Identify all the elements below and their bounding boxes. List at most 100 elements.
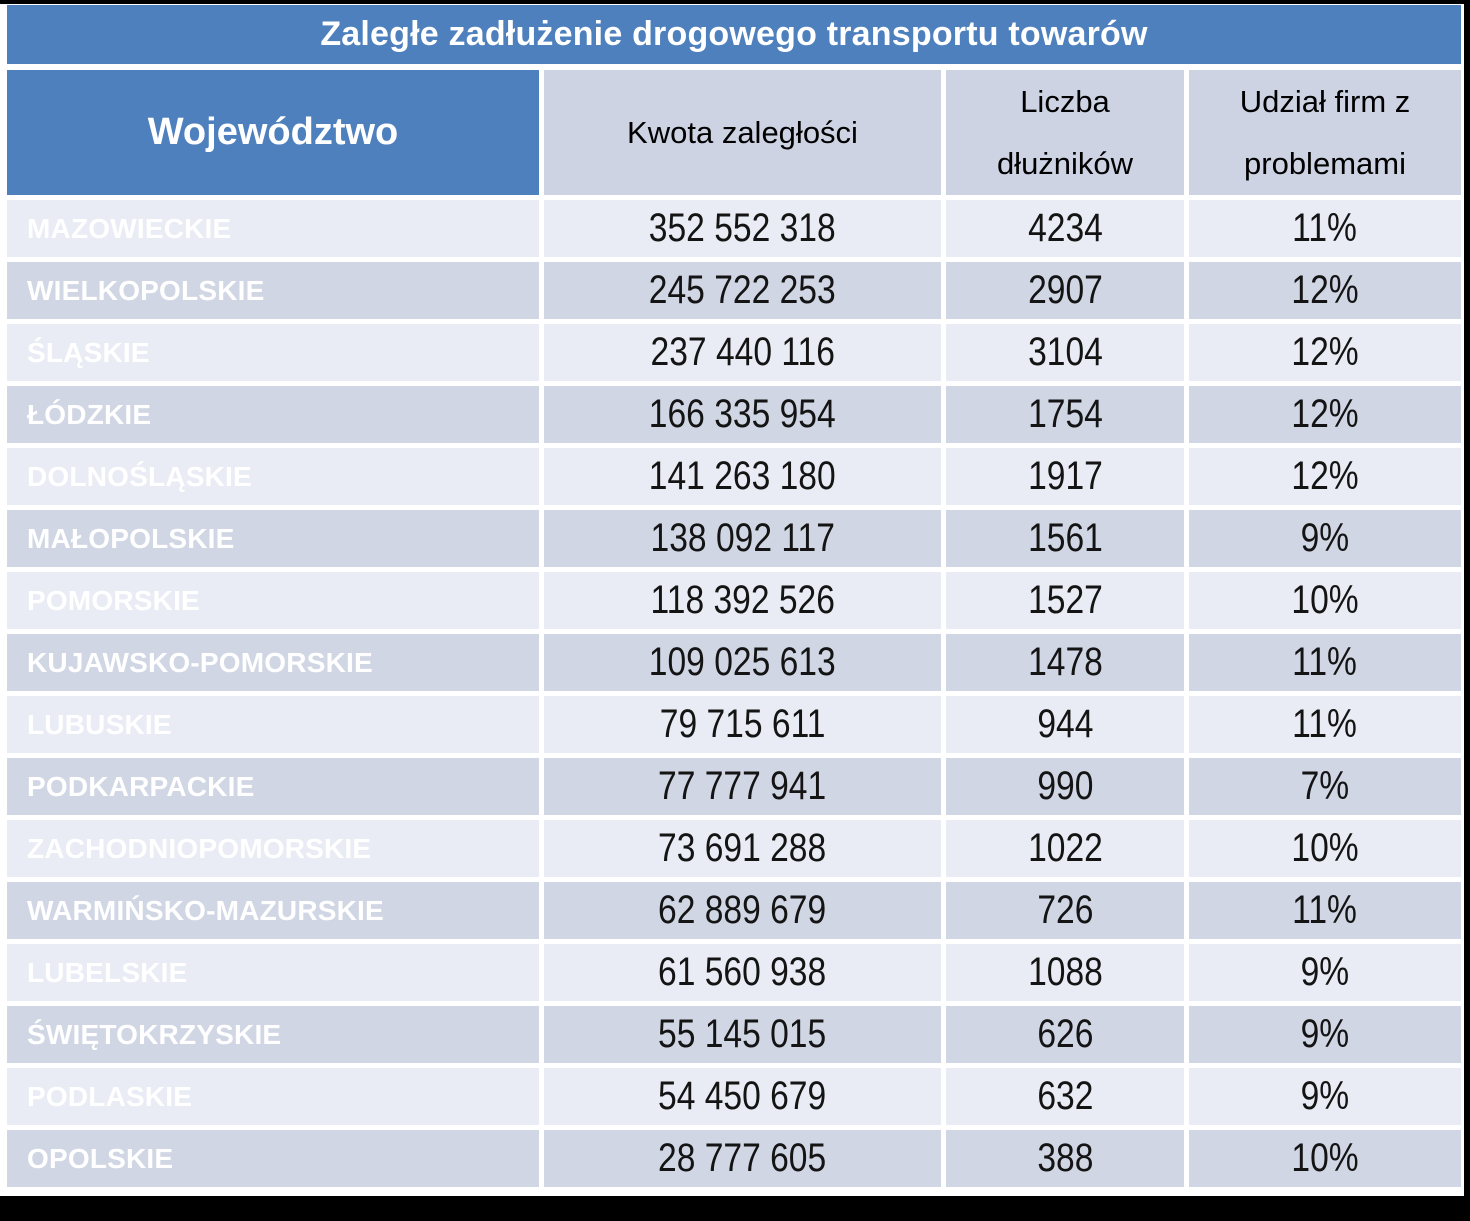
amount-value: 79 715 611 xyxy=(659,702,826,746)
share-cell: 11% xyxy=(1189,634,1461,691)
region-cell: OPOLSKIE xyxy=(7,1130,539,1187)
share-cell: 9% xyxy=(1189,1006,1461,1063)
amount-value: 166 335 954 xyxy=(649,392,836,436)
region-cell: KUJAWSKO-POMORSKIE xyxy=(7,634,539,691)
debtors-value: 1022 xyxy=(1027,826,1103,870)
amount-value: 352 552 318 xyxy=(649,206,836,250)
amount-value: 28 777 605 xyxy=(658,1136,827,1180)
amount-cell: 77 777 941 xyxy=(544,758,941,815)
amount-cell: 54 450 679 xyxy=(544,1068,941,1125)
share-cell: 12% xyxy=(1189,262,1461,319)
share-value: 11% xyxy=(1292,702,1358,746)
amount-value: 73 691 288 xyxy=(658,826,827,870)
share-cell: 11% xyxy=(1189,200,1461,257)
amount-value: 54 450 679 xyxy=(658,1074,827,1118)
share-cell: 9% xyxy=(1189,944,1461,1001)
debtors-value: 990 xyxy=(1036,764,1094,808)
debtors-cell: 944 xyxy=(946,696,1184,753)
share-value: 12% xyxy=(1291,268,1359,312)
amount-cell: 138 092 117 xyxy=(544,510,941,567)
debtors-cell: 1561 xyxy=(946,510,1184,567)
share-cell: 10% xyxy=(1189,572,1461,629)
region-cell: ŁÓDZKIE xyxy=(7,386,539,443)
debtors-value: 944 xyxy=(1036,702,1094,746)
amount-cell: 166 335 954 xyxy=(544,386,941,443)
share-value: 9% xyxy=(1300,950,1350,994)
region-cell: MAŁOPOLSKIE xyxy=(7,510,539,567)
share-cell: 10% xyxy=(1189,820,1461,877)
share-cell: 11% xyxy=(1189,882,1461,939)
share-cell: 7% xyxy=(1189,758,1461,815)
region-cell: LUBELSKIE xyxy=(7,944,539,1001)
debtors-cell: 1754 xyxy=(946,386,1184,443)
region-cell: ŚLĄSKIE xyxy=(7,324,539,381)
region-cell: WIELKOPOLSKIE xyxy=(7,262,539,319)
region-cell: ZACHODNIOPOMORSKIE xyxy=(7,820,539,877)
amount-value: 109 025 613 xyxy=(649,640,836,684)
share-cell: 11% xyxy=(1189,696,1461,753)
debtors-value: 1561 xyxy=(1027,516,1103,560)
debtors-value: 1088 xyxy=(1027,950,1103,994)
amount-cell: 28 777 605 xyxy=(544,1130,941,1187)
share-value: 9% xyxy=(1300,516,1350,560)
region-cell: PODKARPACKIE xyxy=(7,758,539,815)
column-header-region: Województwo xyxy=(7,70,539,195)
share-cell: 12% xyxy=(1189,386,1461,443)
column-header-amount: Kwota zaległości xyxy=(544,70,941,195)
amount-cell: 109 025 613 xyxy=(544,634,941,691)
share-value: 10% xyxy=(1291,578,1359,622)
amount-cell: 55 145 015 xyxy=(544,1006,941,1063)
amount-cell: 73 691 288 xyxy=(544,820,941,877)
amount-value: 245 722 253 xyxy=(649,268,836,312)
debtors-cell: 4234 xyxy=(946,200,1184,257)
debtors-cell: 626 xyxy=(946,1006,1184,1063)
debtors-cell: 632 xyxy=(946,1068,1184,1125)
amount-value: 138 092 117 xyxy=(650,516,835,560)
debtors-value: 626 xyxy=(1036,1012,1094,1056)
share-value: 10% xyxy=(1291,826,1359,870)
amount-value: 62 889 679 xyxy=(658,888,827,932)
share-value: 9% xyxy=(1300,1012,1350,1056)
debtors-cell: 990 xyxy=(946,758,1184,815)
amount-cell: 245 722 253 xyxy=(544,262,941,319)
region-cell: POMORSKIE xyxy=(7,572,539,629)
debtors-value: 1527 xyxy=(1027,578,1103,622)
column-header-share: Udział firm z problemami xyxy=(1189,70,1461,195)
column-header-debtors: Liczba dłużników xyxy=(946,70,1184,195)
share-cell: 12% xyxy=(1189,448,1461,505)
debtors-cell: 1527 xyxy=(946,572,1184,629)
share-value: 11% xyxy=(1292,206,1358,250)
share-cell: 10% xyxy=(1189,1130,1461,1187)
debtors-value: 4234 xyxy=(1027,206,1103,250)
share-cell: 12% xyxy=(1189,324,1461,381)
share-cell: 9% xyxy=(1189,510,1461,567)
region-cell: PODLASKIE xyxy=(7,1068,539,1125)
debtors-value: 1478 xyxy=(1027,640,1103,684)
region-cell: DOLNOŚLĄSKIE xyxy=(7,448,539,505)
debtors-value: 3104 xyxy=(1027,330,1103,374)
share-value: 9% xyxy=(1300,1074,1350,1118)
amount-value: 118 392 526 xyxy=(650,578,835,622)
region-cell: ŚWIĘTOKRZYSKIE xyxy=(7,1006,539,1063)
table-body: Województwo Kwota zaległości Liczba dłuż… xyxy=(7,70,1461,1187)
screen-edge-right xyxy=(1464,0,1470,1221)
share-value: 12% xyxy=(1291,330,1359,374)
debtors-cell: 3104 xyxy=(946,324,1184,381)
debtors-cell: 388 xyxy=(946,1130,1184,1187)
amount-cell: 62 889 679 xyxy=(544,882,941,939)
share-value: 10% xyxy=(1291,1136,1359,1180)
share-value: 11% xyxy=(1292,640,1358,684)
debtors-cell: 1917 xyxy=(946,448,1184,505)
amount-value: 237 440 116 xyxy=(650,330,835,374)
amount-value: 55 145 015 xyxy=(658,1012,827,1056)
debtors-cell: 1478 xyxy=(946,634,1184,691)
share-value: 7% xyxy=(1300,764,1350,808)
debtors-value: 726 xyxy=(1036,888,1094,932)
debtors-cell: 726 xyxy=(946,882,1184,939)
amount-cell: 141 263 180 xyxy=(544,448,941,505)
share-value: 12% xyxy=(1291,392,1359,436)
table-title: Zaległe zadłużenie drogowego transportu … xyxy=(7,5,1461,64)
screen-edge-bottom xyxy=(0,1196,1470,1221)
screen-edge-top xyxy=(0,0,1470,4)
debtors-cell: 1022 xyxy=(946,820,1184,877)
